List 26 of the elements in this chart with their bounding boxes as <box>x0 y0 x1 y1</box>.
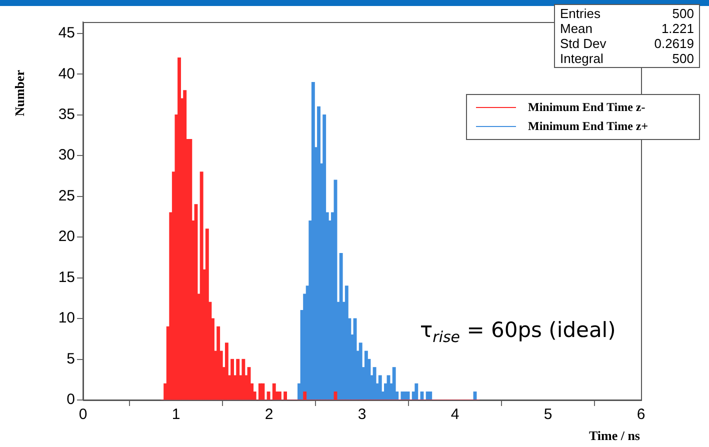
y-tick-label: 25 <box>58 187 75 204</box>
text: Std Dev 0.2619 <box>560 36 694 51</box>
x-tick-label: 5 <box>544 406 552 424</box>
annotation: τ$_{rise}$ = 60ps (ideal) <box>420 318 616 346</box>
legend-label: Minimum End Time z- <box>528 100 646 115</box>
y-tick-label: 10 <box>58 310 75 327</box>
x-tick-label: 1 <box>172 406 180 424</box>
legend-label: Minimum End Time z+ <box>528 119 648 134</box>
x-tick-label: 4 <box>450 406 460 424</box>
text: Entries 500 <box>560 6 694 21</box>
y-axis-title: Number <box>12 70 28 116</box>
x-tick-label: 0 <box>78 406 88 424</box>
y-tick-label: 45 <box>58 24 75 42</box>
x-tick-label: 2 <box>264 406 274 424</box>
y-tick-label: 30 <box>58 146 75 164</box>
y-tick-label: 35 <box>58 106 75 124</box>
x-axis-title: Time / ns <box>588 428 640 444</box>
y-tick-label: 15 <box>58 268 75 286</box>
y-tick-label: 40 <box>58 65 75 82</box>
text: Mean 1.221 <box>560 21 694 36</box>
x-tick-label: 3 <box>358 406 366 424</box>
x-tick-label: 6 <box>636 406 646 424</box>
y-tick-label: 20 <box>58 228 75 246</box>
y-tick-label: 5 <box>66 350 75 368</box>
y-tick-label: 0 <box>66 391 75 408</box>
text: Integral 500 <box>560 51 694 66</box>
